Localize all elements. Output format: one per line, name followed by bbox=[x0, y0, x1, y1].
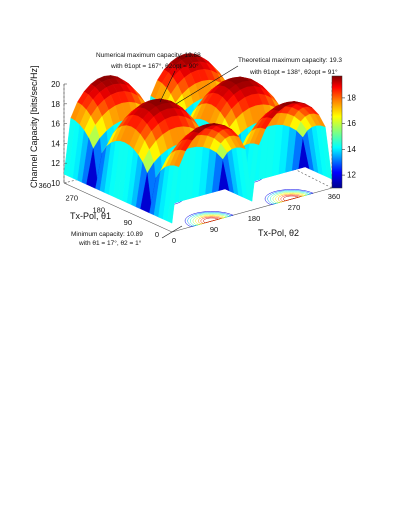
minimum-line1: Minimum capacity: 10.89 bbox=[71, 231, 143, 238]
x-tick-label: 270 bbox=[65, 193, 78, 202]
y-axis-label: Tx-Pol, θ2 bbox=[258, 228, 299, 238]
z-tick-label: 20 bbox=[51, 80, 60, 89]
z-axis-label: Channel Capacity [bits/sec/Hz] bbox=[29, 65, 39, 188]
colorbar-tick-label: 18 bbox=[347, 93, 356, 102]
y-tick-label: 270 bbox=[288, 203, 301, 212]
colorbar-tick-label: 12 bbox=[347, 171, 356, 180]
contour-line bbox=[192, 213, 227, 226]
annotation-theoretical-max: Theoretical maximum capacity: 19.3 with … bbox=[175, 57, 342, 105]
annotation-numerical-max: Numerical maximum capacity: 19.68 with θ… bbox=[96, 52, 201, 103]
numerical-max-line1: Numerical maximum capacity: 19.68 bbox=[96, 52, 201, 59]
y-tick-label: 0 bbox=[172, 236, 176, 245]
capacity-surface bbox=[63, 53, 333, 224]
colorbar-tick-label: 14 bbox=[347, 145, 356, 154]
y-tick-label: 90 bbox=[210, 225, 218, 234]
contour-line bbox=[203, 217, 219, 224]
theoretical-max-line2: with θ1opt = 138°, θ2opt = 91° bbox=[249, 68, 338, 76]
colorbar-gradient bbox=[331, 75, 343, 189]
x-tick-label: 90 bbox=[124, 218, 132, 227]
y-tick-label: 360 bbox=[328, 192, 341, 201]
x-tick-label: 180 bbox=[92, 206, 105, 215]
z-tick-label: 10 bbox=[51, 179, 60, 188]
z-tick-label: 18 bbox=[51, 100, 60, 109]
x-tick-label: 360 bbox=[38, 181, 51, 190]
contour-line bbox=[272, 191, 307, 204]
y-tick-label: 180 bbox=[248, 214, 261, 223]
colorbar: 12 14 16 18 bbox=[331, 75, 356, 189]
minimum-line2: with θ1 = 17°, θ2 = 1° bbox=[78, 239, 142, 247]
x-tick-label: 0 bbox=[155, 230, 159, 239]
theoretical-max-line1: Theoretical maximum capacity: 19.3 bbox=[238, 57, 342, 64]
numerical-max-line2: with θ1opt = 167°, θ2opt = 90° bbox=[110, 62, 199, 70]
annotation-minimum: Minimum capacity: 10.89 with θ1 = 17°, θ… bbox=[71, 225, 183, 247]
contour-line bbox=[283, 195, 299, 202]
x-axis-label: Tx-Pol, θ1 bbox=[70, 211, 111, 221]
z-tick-label: 12 bbox=[51, 159, 60, 168]
colorbar-tick-label: 16 bbox=[347, 119, 356, 128]
surface-patch bbox=[167, 165, 179, 224]
z-tick-label: 16 bbox=[51, 120, 60, 129]
z-tick-label: 14 bbox=[51, 139, 60, 148]
